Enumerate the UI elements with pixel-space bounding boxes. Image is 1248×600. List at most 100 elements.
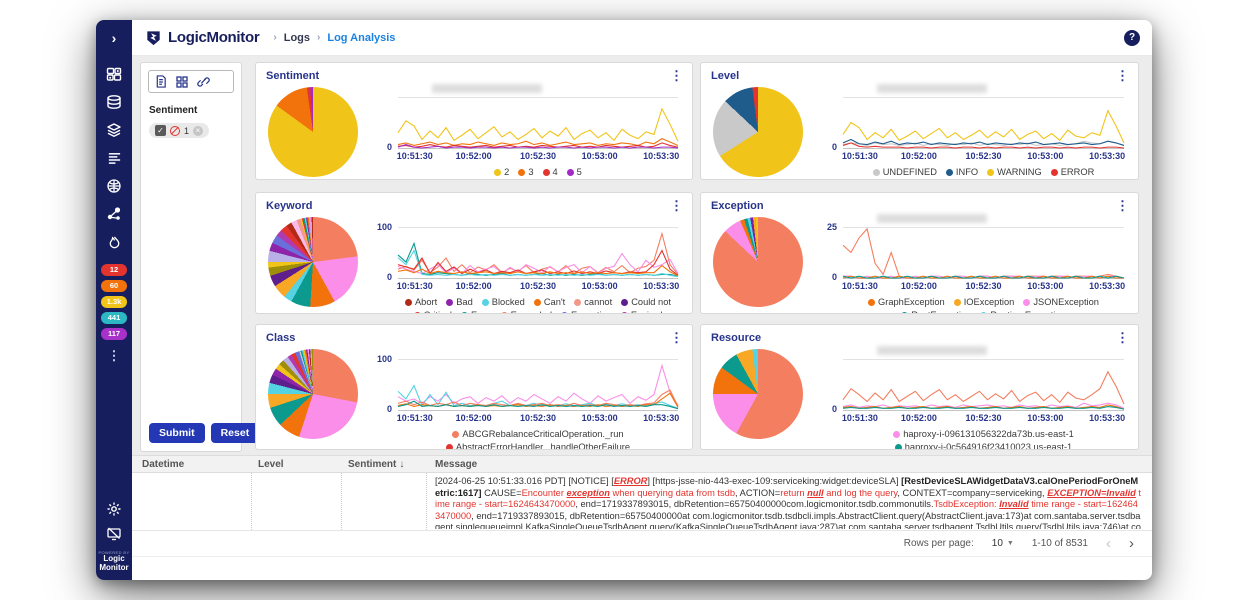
pie-chart[interactable]	[268, 87, 358, 177]
panel-title: Resource	[711, 331, 762, 344]
kebab-menu-icon[interactable]: ⋮	[670, 67, 683, 83]
chart-legend: haproxy-i-096131056322da73b.us-east-1 hap…	[843, 428, 1124, 449]
legend-item[interactable]: 4	[542, 166, 558, 179]
alert-badge[interactable]: 117	[101, 328, 127, 340]
legend-item[interactable]: WARNING	[987, 166, 1042, 179]
legend-item[interactable]: Bad	[446, 296, 473, 309]
alert-badge[interactable]: 441	[101, 312, 127, 324]
logicmonitor-logo[interactable]: LogicMonitor	[144, 28, 260, 47]
alerts-flame-icon[interactable]	[105, 233, 123, 251]
kebab-menu-icon[interactable]: ⋮	[1116, 329, 1129, 345]
legend-item[interactable]: INFO	[945, 166, 978, 179]
pie-chart[interactable]	[268, 217, 358, 307]
legend-item[interactable]: 2	[494, 166, 509, 179]
alert-badge[interactable]: 60	[101, 280, 127, 292]
alert-badge[interactable]: 12	[101, 264, 127, 276]
line-chart[interactable]	[843, 97, 1124, 149]
line-chart[interactable]	[843, 359, 1124, 411]
alert-badge[interactable]: 1.3k	[101, 296, 127, 308]
legend-item[interactable]: ERROR	[1050, 166, 1094, 179]
legend-item[interactable]: Can't	[533, 296, 565, 309]
line-chart[interactable]	[398, 359, 678, 411]
kebab-menu-icon[interactable]: ⋮	[1116, 197, 1129, 213]
pie-chart[interactable]	[268, 349, 358, 439]
kebab-menu-icon[interactable]: ⋮	[1116, 67, 1129, 83]
checkbox-checked-icon[interactable]: ✓	[155, 125, 166, 136]
pie-chart[interactable]	[713, 87, 803, 177]
grid-icon[interactable]	[176, 75, 188, 88]
submit-button[interactable]: Submit	[149, 423, 205, 443]
legend-item[interactable]: Exception	[561, 309, 612, 313]
more-dots-icon[interactable]: ⋮	[107, 348, 121, 363]
line-chart[interactable]	[398, 97, 678, 149]
globe-icon[interactable]	[105, 177, 123, 195]
line-chart[interactable]	[843, 227, 1124, 279]
cell-datetime	[132, 473, 252, 530]
legend-item[interactable]: JSONException	[1023, 296, 1099, 309]
pie-chart[interactable]	[713, 217, 803, 307]
kebab-menu-icon[interactable]: ⋮	[670, 329, 683, 345]
column-header-level[interactable]: Level	[258, 458, 284, 470]
sort-descending-icon[interactable]: ↓	[399, 458, 405, 470]
breadcrumb-logs[interactable]: Logs	[283, 31, 311, 44]
monitor-off-icon[interactable]	[105, 525, 123, 543]
panel-title: Level	[711, 69, 740, 82]
x-axis-ticks: 10:51:30 10:52:00 10:52:30 10:53:00 10:53:30	[841, 151, 1126, 161]
logicmonitor-logo-icon	[147, 31, 160, 46]
redacted-text-blur	[877, 214, 987, 223]
layers-icon[interactable]	[105, 121, 123, 139]
legend-item[interactable]: Blocked	[481, 296, 525, 309]
legend-item[interactable]: IOException	[953, 296, 1014, 309]
legend-item[interactable]: GraphException	[868, 296, 945, 309]
breadcrumb-log-analysis[interactable]: Log Analysis	[327, 31, 396, 44]
remove-chip-icon[interactable]: ×	[193, 125, 204, 136]
legend-item[interactable]: UNDEFINED	[872, 166, 937, 179]
legend-item[interactable]: Expired	[620, 309, 662, 313]
document-icon[interactable]	[155, 75, 167, 88]
legend-item[interactable]: RuntimeException	[980, 309, 1066, 313]
y-axis-zero-label: 0	[386, 142, 392, 152]
chart-legend: Abort Bad Blocked Can't cannot Could not Criti…	[398, 296, 678, 313]
previous-page-icon[interactable]: ‹	[1106, 535, 1111, 552]
legend-item[interactable]: Abort	[404, 296, 437, 309]
kebab-menu-icon[interactable]: ⋮	[670, 197, 683, 213]
chart-legend: GraphException IOException JSONException Re…	[843, 296, 1124, 313]
legend-item[interactable]: Error	[461, 309, 492, 313]
link-icon[interactable]	[197, 76, 210, 88]
x-axis-ticks: 10:51:30 10:52:00 10:52:30 10:53:00 10:53:30	[396, 281, 680, 291]
pie-chart[interactable]	[713, 349, 803, 439]
column-header-datetime[interactable]: Datetime	[142, 458, 185, 470]
line-chart[interactable]	[398, 227, 678, 279]
dashboards-icon[interactable]	[105, 65, 123, 83]
legend-item[interactable]: AbstractErrorHandler._handleOtherFailure	[445, 441, 630, 449]
exclude-icon[interactable]	[170, 125, 180, 136]
x-axis-ticks: 10:51:30 10:52:00 10:52:30 10:53:00 10:53:30	[841, 413, 1126, 423]
panel-title: Sentiment	[266, 69, 320, 82]
topology-icon[interactable]	[105, 205, 123, 223]
legend-item[interactable]: haproxy-i-096131056322da73b.us-east-1	[893, 428, 1074, 441]
expand-sidebar-chevron-icon[interactable]: ›	[111, 30, 117, 46]
column-header-sentiment[interactable]: Sentiment ↓	[348, 458, 405, 470]
legend-item[interactable]: 5	[566, 166, 582, 179]
legend-item[interactable]: cannot	[574, 296, 612, 309]
reset-button[interactable]: Reset	[210, 423, 260, 443]
legend-item[interactable]: RestException	[901, 309, 971, 313]
log-table: Datetime Level Sentiment ↓ Message [2024-…	[132, 455, 1152, 580]
legend-item[interactable]: Could not	[621, 296, 671, 309]
rows-per-page-select[interactable]: 10 ▼	[991, 538, 1014, 549]
breadcrumb-chevron-icon: ›	[317, 32, 321, 43]
next-page-icon[interactable]: ›	[1129, 535, 1134, 552]
settings-gear-icon[interactable]	[105, 500, 123, 518]
legend-item[interactable]: ABCGRebalanceCriticalOperation._run	[452, 428, 624, 441]
help-icon[interactable]: ?	[1124, 29, 1140, 46]
legend-item[interactable]: Critical	[413, 309, 452, 313]
sentiment-filter-chip[interactable]: ✓ 1 ×	[149, 123, 210, 138]
logs-icon[interactable]	[105, 149, 123, 167]
table-row[interactable]: [2024-06-25 10:51:33.016 PDT] [NOTICE] […	[132, 473, 1152, 531]
column-header-message[interactable]: Message	[435, 458, 478, 470]
legend-item[interactable]: haproxy-i-0c564916f23410023.us-east-1	[894, 441, 1072, 449]
legend-item[interactable]: 3	[518, 166, 534, 179]
resources-icon[interactable]	[105, 93, 123, 111]
legend-item[interactable]: Exceeded	[500, 309, 552, 313]
